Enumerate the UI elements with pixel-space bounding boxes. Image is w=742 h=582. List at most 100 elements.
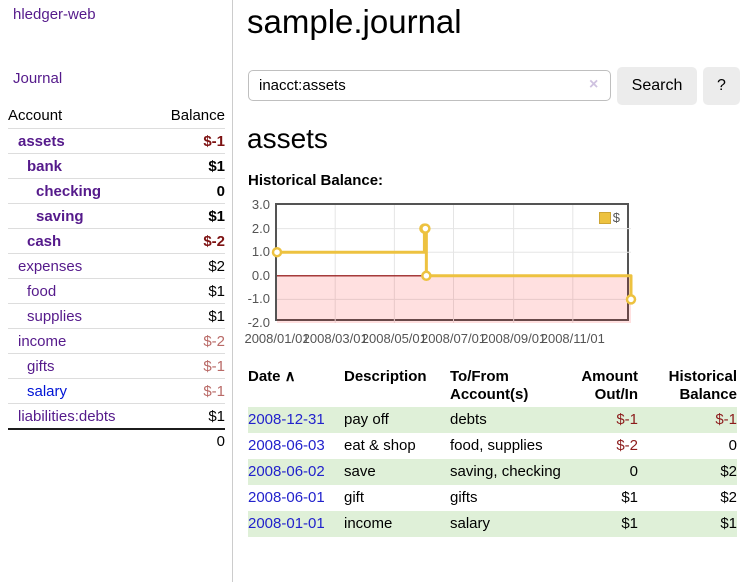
account-link[interactable]: liabilities:debts: [18, 407, 116, 425]
register-header-line: Historical: [668, 368, 737, 385]
transaction-date-link[interactable]: 2008-06-02: [248, 463, 325, 480]
register-date-cell: 2008-01-01: [248, 511, 344, 537]
x-axis-tick-label: 2008/03/01: [302, 331, 368, 346]
account-link[interactable]: bank: [27, 157, 63, 175]
legend-swatch-icon: [598, 211, 611, 224]
y-axis-tick-label: 3.0: [251, 197, 270, 212]
register-header-line: To/From: [450, 368, 509, 385]
accounts-header-account: Account: [8, 107, 63, 124]
register-accounts-cell: salary: [450, 515, 491, 532]
y-axis-tick-label: 1.0: [251, 244, 270, 260]
account-row: gifts $-1: [8, 353, 225, 378]
account-balance: $1: [208, 207, 225, 225]
y-axis-tick-label: -2.0: [247, 315, 270, 330]
register-row: 2008-12-31 pay off debts $-1 $-1: [248, 407, 737, 433]
register-row: 2008-06-03 eat & shop food, supplies $-2 0: [248, 433, 737, 459]
register-row: 2008-01-01 income salary $1 $1: [248, 511, 737, 537]
register-header-line: Account(s): [450, 386, 529, 403]
chart-title: Historical Balance:: [248, 172, 384, 189]
register-header-accounts: To/From Account(s): [450, 363, 568, 407]
account-link[interactable]: supplies: [27, 307, 83, 325]
register-accounts-cell: food, supplies: [450, 437, 543, 454]
page-title: sample.journal: [247, 3, 462, 40]
register-balance-cell: $1: [720, 515, 737, 532]
register-description-cell: pay off: [344, 411, 389, 428]
register-header-line: Date ∧: [248, 368, 296, 385]
register-row: 2008-06-01 gift gifts $1 $2: [248, 485, 737, 511]
sidebar-item-journal[interactable]: Journal: [13, 70, 63, 87]
app-title-link[interactable]: hledger-web: [13, 6, 96, 23]
register-accounts-cell: gifts: [450, 489, 478, 506]
transaction-date-link[interactable]: 2008-06-01: [248, 489, 325, 506]
accounts-total-row: 0: [8, 428, 225, 453]
register-row: 2008-06-02 save saving, checking 0 $2: [248, 459, 737, 485]
historical-balance-chart: $ 3.0 2.0 1.0 0.0 -1.0 -2.0 2008/01/01 2008/03/…: [243, 198, 643, 349]
register-amount-cell: $-2: [616, 437, 638, 454]
account-balance: $1: [208, 307, 225, 325]
transaction-date-link[interactable]: 2008-12-31: [248, 411, 325, 428]
chart-plot-area[interactable]: $: [271, 203, 637, 323]
help-button[interactable]: ?: [703, 67, 740, 105]
account-balance: 0: [216, 182, 225, 200]
account-row: liabilities:debts $1: [8, 403, 225, 428]
register-header-date: Date ∧: [248, 363, 344, 407]
legend-label: $: [612, 210, 620, 225]
accounts-header-balance: Balance: [170, 107, 225, 124]
account-link[interactable]: salary: [27, 382, 68, 400]
search-input[interactable]: [248, 70, 611, 101]
transaction-date-link[interactable]: 2008-06-03: [248, 437, 325, 454]
register-header-description: Description: [344, 363, 450, 407]
clear-search-icon[interactable]: ×: [589, 76, 599, 93]
register-header-balance: Historical Balance: [638, 363, 737, 407]
accounts-table-header: Account Balance: [8, 103, 225, 128]
register-header-amount: Amount Out/In: [568, 363, 638, 407]
account-link[interactable]: checking: [36, 182, 102, 200]
register-amount-cell: 0: [629, 463, 638, 480]
account-balance: $-1: [203, 357, 225, 375]
transaction-date-link[interactable]: 2008-01-01: [248, 515, 325, 532]
account-balance: $-2: [203, 332, 225, 350]
x-axis-tick-label: 2008/11/01: [540, 331, 605, 346]
register-amount-cell: $1: [621, 489, 638, 506]
register-header-row: Date ∧ Description To/From Account(s) Amount…: [248, 363, 737, 407]
account-link[interactable]: gifts: [27, 357, 55, 375]
register-amount-cell: $-1: [616, 411, 638, 428]
sidebar: hledger-web Journal Account Balance asse…: [0, 0, 233, 582]
y-axis-tick-label: -1.0: [247, 291, 270, 307]
chart-legend: $: [596, 209, 622, 226]
account-row: salary $-1: [8, 378, 225, 403]
account-balance: $2: [208, 257, 225, 275]
register-date-cell: 2008-06-01: [248, 485, 344, 511]
account-row: saving $1: [8, 203, 225, 228]
register-date-cell: 2008-06-02: [248, 459, 344, 485]
account-rows: assets $-1 bank $1 checking 0 saving $1 cash $-2 e…: [8, 128, 225, 428]
y-axis-tick-label: 0.0: [251, 267, 270, 283]
x-axis-tick-label: 2008/09/01: [481, 331, 547, 346]
account-balance: $1: [208, 282, 225, 300]
register-balance-cell: 0: [728, 437, 737, 454]
register-accounts-cell: saving, checking: [450, 463, 561, 480]
register-accounts-cell: debts: [450, 411, 487, 428]
account-row: supplies $1: [8, 303, 225, 328]
y-axis-tick-label: 2.0: [251, 220, 270, 236]
account-balance: $1: [208, 157, 225, 175]
account-link[interactable]: assets: [18, 132, 65, 150]
accounts-table: Account Balance assets $-1 bank $1 checking 0…: [8, 103, 225, 453]
x-axis-tick-label: 2008/07/01: [420, 331, 487, 346]
account-row: expenses $2: [8, 253, 225, 278]
account-link[interactable]: saving: [36, 207, 84, 225]
register-balance-cell: $2: [720, 489, 737, 506]
register-description-cell: gift: [344, 489, 365, 506]
account-row: checking 0: [8, 178, 225, 203]
register-description-cell: eat & shop: [344, 437, 416, 454]
register-description-cell: income: [344, 515, 393, 532]
account-row: cash $-2: [8, 228, 225, 253]
account-link[interactable]: cash: [27, 232, 62, 250]
account-link[interactable]: expenses: [18, 257, 83, 275]
account-link[interactable]: food: [27, 282, 57, 300]
account-row: assets $-1: [8, 128, 225, 153]
search-button[interactable]: Search: [617, 67, 697, 105]
account-heading: assets: [247, 123, 328, 154]
register-amount-cell: $1: [621, 515, 638, 532]
account-link[interactable]: income: [18, 332, 67, 350]
